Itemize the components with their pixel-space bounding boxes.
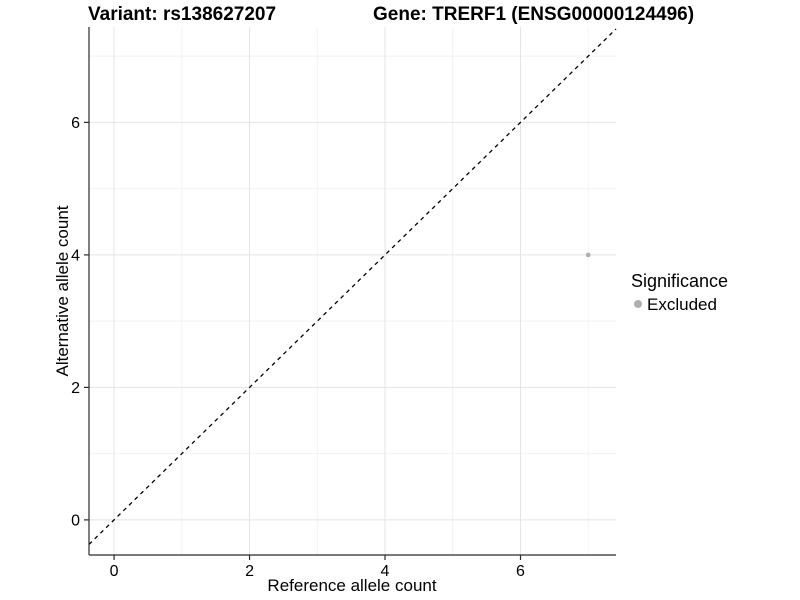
x-tick-label: 0 [110, 563, 119, 580]
legend: Significance Excluded [631, 271, 728, 314]
excluded-point-icon [634, 300, 642, 309]
legend-title: Significance [631, 271, 729, 291]
y-axis-label: Alternative allele count [53, 205, 72, 377]
y-tick-label: 0 [71, 512, 80, 529]
x-tick-label: 4 [381, 563, 390, 580]
variant-title: Variant: rs138627207 [88, 4, 277, 25]
x-axis-label: Reference allele count [267, 576, 437, 595]
legend-item-excluded: Excluded [631, 295, 728, 315]
identity-line [88, 28, 617, 545]
legend-item-label: Excluded [647, 294, 717, 314]
x-tick-label: 2 [245, 563, 254, 580]
y-tick-label: 6 [71, 115, 80, 132]
gene-title: Gene: TRERF1 (ENSG00000124496) [373, 4, 695, 25]
y-tick-label: 4 [71, 247, 80, 264]
x-tick-label: 6 [516, 563, 525, 580]
data-point [585, 252, 591, 258]
y-tick-label: 2 [71, 380, 80, 397]
